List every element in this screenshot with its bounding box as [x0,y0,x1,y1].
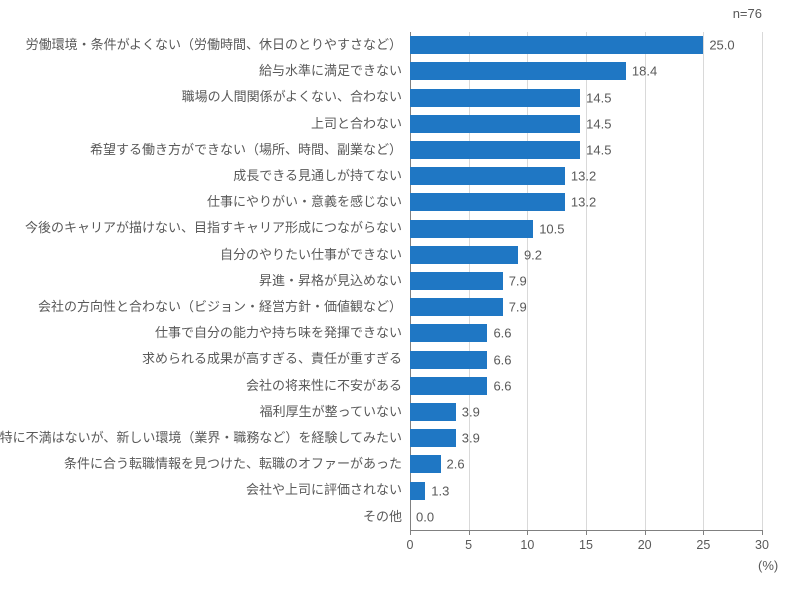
x-tick-label: 10 [520,538,534,552]
category-label: その他 [363,510,410,524]
category-label: 会社の将来性に不安がある [246,379,410,393]
bar-row: 成長できる見通しが持てない13.2 [410,167,762,185]
bar: 2.6 [410,455,441,473]
value-label: 1.3 [425,483,449,498]
grid-line [762,32,763,530]
value-label: 14.5 [580,142,611,157]
bar: 18.4 [410,62,626,80]
bar-row: 上司と合わない14.5 [410,115,762,133]
category-label: 特に不満はないが、新しい環境（業界・職務など）を経験してみたい [0,431,410,445]
category-label: 仕事にやりがい・意義を感じない [207,195,410,209]
category-label: 希望する働き方ができない（場所、時間、副業など） [90,143,410,157]
category-label: 今後のキャリアが描けない、目指すキャリア形成につながらない [25,221,410,235]
bar: 10.5 [410,220,533,238]
bar-row: 今後のキャリアが描けない、目指すキャリア形成につながらない10.5 [410,220,762,238]
bar: 14.5 [410,115,580,133]
x-tick-label: 0 [407,538,414,552]
bar: 6.6 [410,377,487,395]
bar: 7.9 [410,298,503,316]
bar-row: 会社や上司に評価されない1.3 [410,482,762,500]
category-label: 求められる成果が高すぎる、責任が重すぎる [142,352,410,366]
value-label: 7.9 [503,300,527,315]
bar-row: 求められる成果が高すぎる、責任が重すぎる6.6 [410,351,762,369]
x-tick-label: 30 [755,538,769,552]
category-label: 会社や上司に評価されない [246,483,410,497]
bar: 1.3 [410,482,425,500]
x-tick-label: 20 [638,538,652,552]
value-label: 6.6 [487,352,511,367]
bar: 14.5 [410,89,580,107]
bar-row: 労働環境・条件がよくない（労働時間、休日のとりやすさなど）25.0 [410,36,762,54]
bar: 9.2 [410,246,518,264]
value-label: 18.4 [626,64,657,79]
bar-row: 福利厚生が整っていない3.9 [410,403,762,421]
x-axis [410,530,762,531]
value-label: 3.9 [456,431,480,446]
value-label: 6.6 [487,378,511,393]
value-label: 7.9 [503,273,527,288]
bar: 13.2 [410,193,565,211]
bar: 13.2 [410,167,565,185]
plot-area: 051015202530労働環境・条件がよくない（労働時間、休日のとりやすさなど… [410,32,762,530]
bar-row: 仕事で自分の能力や持ち味を発揮できない6.6 [410,324,762,342]
bar: 6.6 [410,324,487,342]
value-label: 3.9 [456,404,480,419]
value-label: 25.0 [703,38,734,53]
category-label: 会社の方向性と合わない（ビジョン・経営方針・価値観など） [38,300,410,314]
bar: 3.9 [410,403,456,421]
bar: 25.0 [410,36,703,54]
bar-row: 会社の将来性に不安がある6.6 [410,377,762,395]
category-label: 成長できる見通しが持てない [233,169,410,183]
value-label: 13.2 [565,195,596,210]
bar-row: 特に不満はないが、新しい環境（業界・職務など）を経験してみたい3.9 [410,429,762,447]
category-label: 昇進・昇格が見込めない [259,274,410,288]
bar-row: 職場の人間関係がよくない、合わない14.5 [410,89,762,107]
value-label: 2.6 [441,457,465,472]
category-label: 職場の人間関係がよくない、合わない [182,90,410,104]
value-label: 6.6 [487,326,511,341]
x-axis-unit: (%) [758,558,778,573]
bar-row: 昇進・昇格が見込めない7.9 [410,272,762,290]
bar-chart: 0 5 10 15 20 25 30 労働環境・条件がよくない（労働時間、休日のとりやすさなど… [0,30,790,550]
value-label: 14.5 [580,90,611,105]
bar: 6.6 [410,351,487,369]
x-tick [762,530,763,535]
value-label: 10.5 [533,221,564,236]
value-label: 13.2 [565,169,596,184]
bar: 3.9 [410,429,456,447]
category-label: 福利厚生が整っていない [260,405,410,419]
chart-container: n=76 0 5 10 15 20 25 30 労働環境・条件がよくない（労働時間、休日のとり… [0,0,790,593]
bar-row: 仕事にやりがい・意義を感じない13.2 [410,193,762,211]
bar-row: 給与水準に満足できない18.4 [410,62,762,80]
category-label: 上司と合わない [311,117,410,131]
bar-row: 会社の方向性と合わない（ビジョン・経営方針・価値観など）7.9 [410,298,762,316]
value-label: 0.0 [410,509,434,524]
category-label: 条件に合う転職情報を見つけた、転職のオファーがあった [64,457,410,471]
x-tick-label: 15 [579,538,593,552]
x-tick-label: 5 [465,538,472,552]
category-label: 自分のやりたい仕事ができない [220,248,410,262]
bar-row: その他0.0 [410,508,762,526]
bar: 14.5 [410,141,580,159]
sample-size-label: n=76 [733,6,762,21]
bar-row: 自分のやりたい仕事ができない9.2 [410,246,762,264]
category-label: 労働環境・条件がよくない（労働時間、休日のとりやすさなど） [26,38,410,52]
category-label: 仕事で自分の能力や持ち味を発揮できない [155,326,410,340]
bar-row: 希望する働き方ができない（場所、時間、副業など）14.5 [410,141,762,159]
bar-row: 条件に合う転職情報を見つけた、転職のオファーがあった2.6 [410,455,762,473]
category-label: 給与水準に満足できない [259,64,410,78]
x-tick-label: 25 [696,538,710,552]
value-label: 14.5 [580,116,611,131]
bar: 7.9 [410,272,503,290]
value-label: 9.2 [518,247,542,262]
